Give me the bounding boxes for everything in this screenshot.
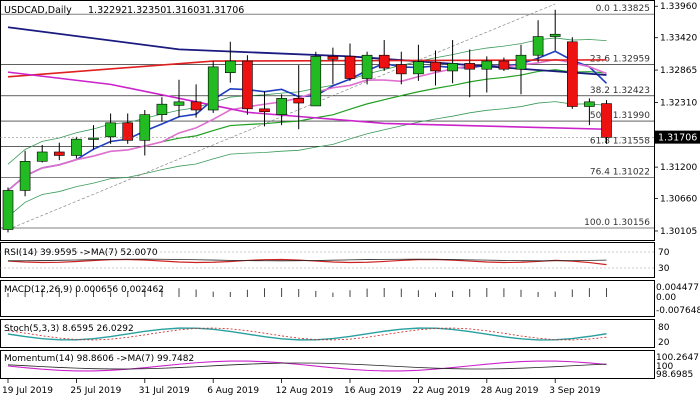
x-tick-label: 12 Aug 2019 xyxy=(276,386,334,396)
momentum-ma-line xyxy=(7,362,607,370)
macd-tick-top: 0.004477 xyxy=(656,283,699,293)
candle-body xyxy=(173,101,185,106)
candle-body xyxy=(395,64,407,75)
candle-body xyxy=(122,122,133,141)
candle-body xyxy=(276,98,287,115)
x-tick-label: 3 Sep 2019 xyxy=(549,386,601,396)
stoch-tick-20: 20 xyxy=(658,338,670,348)
momentum-tick-top: 100.2647 xyxy=(656,353,699,363)
momentum-label: Momentum(14) 98.8606 ->MA(7) 99.7482 xyxy=(4,354,194,364)
x-tick-label: 31 Jul 2019 xyxy=(139,386,190,396)
fib-label: 50.0 1.31990 xyxy=(590,111,650,121)
candle-body xyxy=(327,56,339,60)
macd-tick-zero: 0.00 xyxy=(656,293,676,303)
x-tick-label: 19 Jul 2019 xyxy=(2,386,53,396)
bollinger-lower xyxy=(7,101,607,217)
fib-label: 23.6 1.32959 xyxy=(590,55,650,65)
x-tick-label: 28 Aug 2019 xyxy=(481,386,539,396)
candle-body xyxy=(566,41,578,107)
x-tick-label: 6 Aug 2019 xyxy=(207,386,259,396)
momentum-tick-100: 100 xyxy=(656,362,673,372)
x-tick-label: 25 Jul 2019 xyxy=(70,386,121,396)
candle-body xyxy=(430,61,441,72)
candle-body xyxy=(413,61,424,75)
rsi-level-30: 30 xyxy=(658,264,670,274)
candle-body xyxy=(88,137,99,140)
momentum-panel xyxy=(0,350,655,379)
candle-body xyxy=(584,101,595,107)
macd-label: MACD(12,26,9) 0.000656 0.002462 xyxy=(4,285,164,295)
rsi-label: RSI(14) 39.9595 ->MA(7) 52.0070 xyxy=(4,248,158,258)
candle-body xyxy=(242,60,253,110)
candle-body xyxy=(36,151,48,162)
candle-body xyxy=(293,98,305,104)
x-tick-label: 22 Aug 2019 xyxy=(412,386,470,396)
macd-tick-bottom: -0.007648 xyxy=(656,306,700,316)
candle-body xyxy=(105,122,116,138)
stoch-panel xyxy=(0,319,655,348)
rsi-level-70: 70 xyxy=(658,248,670,258)
ohlc-low: 1.31603 xyxy=(166,5,205,16)
candle-body xyxy=(447,63,458,72)
candle-body xyxy=(139,114,151,141)
stoch-k-line xyxy=(7,327,607,341)
candle-body xyxy=(53,151,65,156)
ma-navy xyxy=(7,26,607,76)
candle-body xyxy=(310,56,322,107)
chart-title: USDCAD,Daily xyxy=(4,5,72,16)
candle-body xyxy=(190,101,202,111)
y-tick-label: 1.32310 xyxy=(660,98,697,108)
candle-body xyxy=(361,54,373,79)
candle-body xyxy=(225,60,236,73)
y-tick-label: 1.33960 xyxy=(660,2,697,12)
macd-panel xyxy=(0,280,655,317)
candles xyxy=(2,9,612,233)
current-price-label: 1.31706 xyxy=(658,133,697,144)
candle-body xyxy=(464,63,476,70)
x-tick-label: 16 Aug 2019 xyxy=(344,386,402,396)
stoch-d-line xyxy=(7,327,607,341)
fib-label: 38.2 1.32423 xyxy=(590,86,650,96)
y-tick-label: 1.30105 xyxy=(660,227,697,237)
candle-body xyxy=(207,66,219,111)
time-axis: 19 Jul 2019 25 Jul 2019 31 Jul 2019 6 Aug 2… xyxy=(2,379,601,396)
y-tick-label: 1.31200 xyxy=(660,163,697,173)
y-tick-label: 1.33420 xyxy=(660,34,697,44)
fib-label: 76.4 1.31022 xyxy=(590,168,650,178)
y-tick-label: 1.30660 xyxy=(660,195,697,205)
candle-body xyxy=(549,33,561,37)
candle-body xyxy=(498,60,510,70)
candle-body xyxy=(259,108,270,113)
candle-body xyxy=(2,190,14,230)
candle-body xyxy=(156,103,168,115)
ohlc-open: 1.32292 xyxy=(88,5,127,16)
fib-label: 61.8 1.31558 xyxy=(590,136,650,146)
indicator-lines xyxy=(0,251,654,372)
rsi-ma-line xyxy=(7,258,607,262)
y-tick-label: 1.32865 xyxy=(660,66,697,76)
candle-body xyxy=(481,60,493,70)
candle-body xyxy=(19,161,31,191)
momentum-tick-bottom: 98.6985 xyxy=(656,370,693,380)
candle-body xyxy=(532,36,544,56)
price-axis: 1.33960 1.33420 1.32865 1.32310 1.31200 1.306… xyxy=(0,2,697,237)
momentum-line xyxy=(7,360,607,372)
fib-label: 100.0 1.30156 xyxy=(584,218,650,228)
candle-body xyxy=(515,54,527,70)
current-price-tag xyxy=(655,130,700,144)
stoch-tick-80: 80 xyxy=(658,323,670,333)
candle-body xyxy=(344,56,356,79)
candle-body xyxy=(601,103,612,138)
candle-body xyxy=(71,138,82,156)
ohlc-close: 1.31706 xyxy=(205,5,244,16)
ohlc-high: 1.32350 xyxy=(127,5,166,16)
candle-body xyxy=(378,54,390,69)
stoch-label: Stoch(5,3,3) 8.6595 26.0292 xyxy=(4,324,134,334)
fib-label: 0.0 1.33825 xyxy=(596,4,650,14)
fibonacci-levels: 0.0 1.33825 23.6 1.32959 38.2 1.32423 50.0 … xyxy=(0,4,654,229)
